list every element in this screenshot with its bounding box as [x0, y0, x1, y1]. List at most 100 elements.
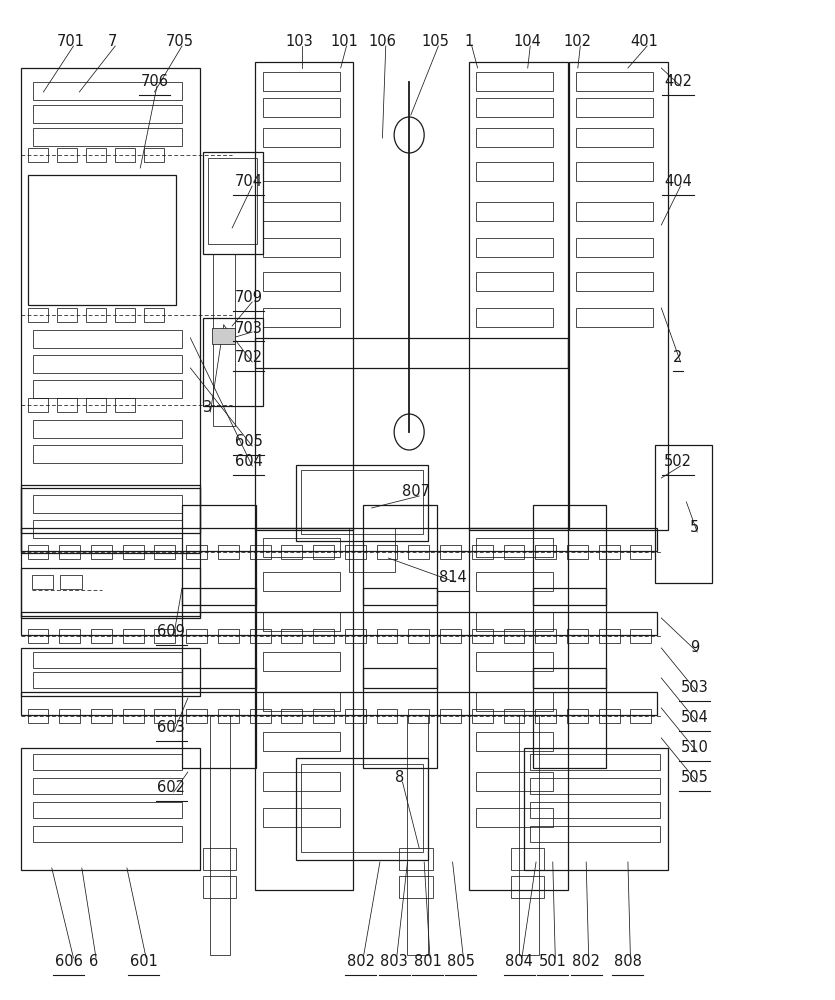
Bar — [469, 62, 568, 530]
Bar — [182, 588, 256, 688]
Text: 802: 802 — [347, 954, 375, 969]
Bar — [363, 588, 437, 688]
Bar — [576, 72, 653, 91]
Text: 105: 105 — [422, 34, 450, 49]
Bar — [576, 128, 653, 147]
Bar — [33, 826, 182, 842]
Bar — [472, 545, 493, 559]
Bar — [218, 709, 239, 723]
Bar — [263, 128, 340, 147]
Bar — [154, 545, 175, 559]
Text: 9: 9 — [690, 641, 700, 656]
Text: 7: 7 — [108, 34, 118, 49]
Bar — [33, 778, 182, 794]
Text: 706: 706 — [140, 75, 169, 90]
Bar — [250, 545, 271, 559]
Bar — [263, 572, 340, 591]
Bar — [32, 575, 53, 589]
Bar — [21, 612, 657, 635]
Bar — [349, 528, 395, 572]
Bar — [263, 98, 340, 117]
Bar — [476, 238, 553, 257]
Bar — [263, 808, 340, 827]
Bar — [533, 588, 606, 688]
Text: 704: 704 — [235, 174, 263, 189]
Bar — [263, 732, 340, 751]
Bar — [567, 709, 588, 723]
Bar — [21, 68, 200, 553]
Bar — [530, 778, 660, 794]
Bar — [57, 148, 77, 162]
Bar — [255, 338, 568, 368]
Text: 604: 604 — [235, 454, 263, 470]
Bar — [576, 238, 653, 257]
Bar — [576, 98, 653, 117]
Text: 401: 401 — [630, 34, 659, 49]
Bar — [630, 629, 651, 643]
Bar — [533, 668, 606, 768]
Bar — [281, 709, 302, 723]
Text: 702: 702 — [235, 351, 263, 365]
Bar — [530, 754, 660, 770]
Bar — [476, 538, 553, 557]
Bar — [59, 709, 80, 723]
Bar — [377, 629, 397, 643]
Bar — [115, 398, 135, 412]
Text: 803: 803 — [380, 954, 408, 969]
Bar — [21, 528, 657, 551]
Bar — [154, 629, 175, 643]
Bar — [91, 629, 112, 643]
Text: 603: 603 — [157, 720, 185, 736]
Bar — [476, 692, 553, 711]
Bar — [33, 82, 182, 100]
Bar — [28, 175, 176, 305]
Bar — [296, 758, 428, 860]
Bar — [524, 748, 668, 870]
Bar — [655, 445, 712, 583]
Bar — [210, 715, 230, 955]
Bar — [21, 748, 200, 870]
Bar — [408, 545, 429, 559]
Bar — [567, 629, 588, 643]
Text: 501: 501 — [539, 954, 567, 969]
Bar — [599, 545, 620, 559]
Bar — [576, 202, 653, 221]
Bar — [203, 876, 236, 898]
Bar — [28, 545, 48, 559]
Text: 805: 805 — [447, 954, 475, 969]
Bar — [33, 445, 182, 463]
Bar — [476, 308, 553, 327]
Text: 502: 502 — [664, 454, 692, 470]
Text: 606: 606 — [54, 954, 83, 969]
Bar — [407, 715, 428, 955]
Text: 504: 504 — [681, 710, 709, 726]
Bar — [533, 505, 606, 605]
Text: 814: 814 — [438, 570, 467, 585]
Bar — [530, 802, 660, 818]
Bar — [511, 848, 544, 870]
Text: 503: 503 — [681, 680, 709, 696]
Text: 102: 102 — [564, 34, 592, 49]
Bar — [208, 158, 257, 244]
Bar — [476, 652, 553, 671]
Bar — [263, 202, 340, 221]
Text: 106: 106 — [368, 34, 397, 49]
Bar — [123, 545, 144, 559]
Bar — [567, 545, 588, 559]
Bar — [472, 709, 493, 723]
Bar — [408, 629, 429, 643]
Bar — [476, 98, 553, 117]
Bar — [59, 629, 80, 643]
Bar — [630, 545, 651, 559]
Bar — [399, 876, 433, 898]
Bar — [21, 568, 200, 616]
Bar — [399, 848, 433, 870]
Bar — [144, 148, 164, 162]
Text: 605: 605 — [235, 434, 263, 450]
Bar — [91, 545, 112, 559]
Bar — [203, 848, 236, 870]
Bar — [91, 709, 112, 723]
Bar — [504, 629, 524, 643]
Bar — [218, 545, 239, 559]
Text: 402: 402 — [664, 75, 692, 90]
